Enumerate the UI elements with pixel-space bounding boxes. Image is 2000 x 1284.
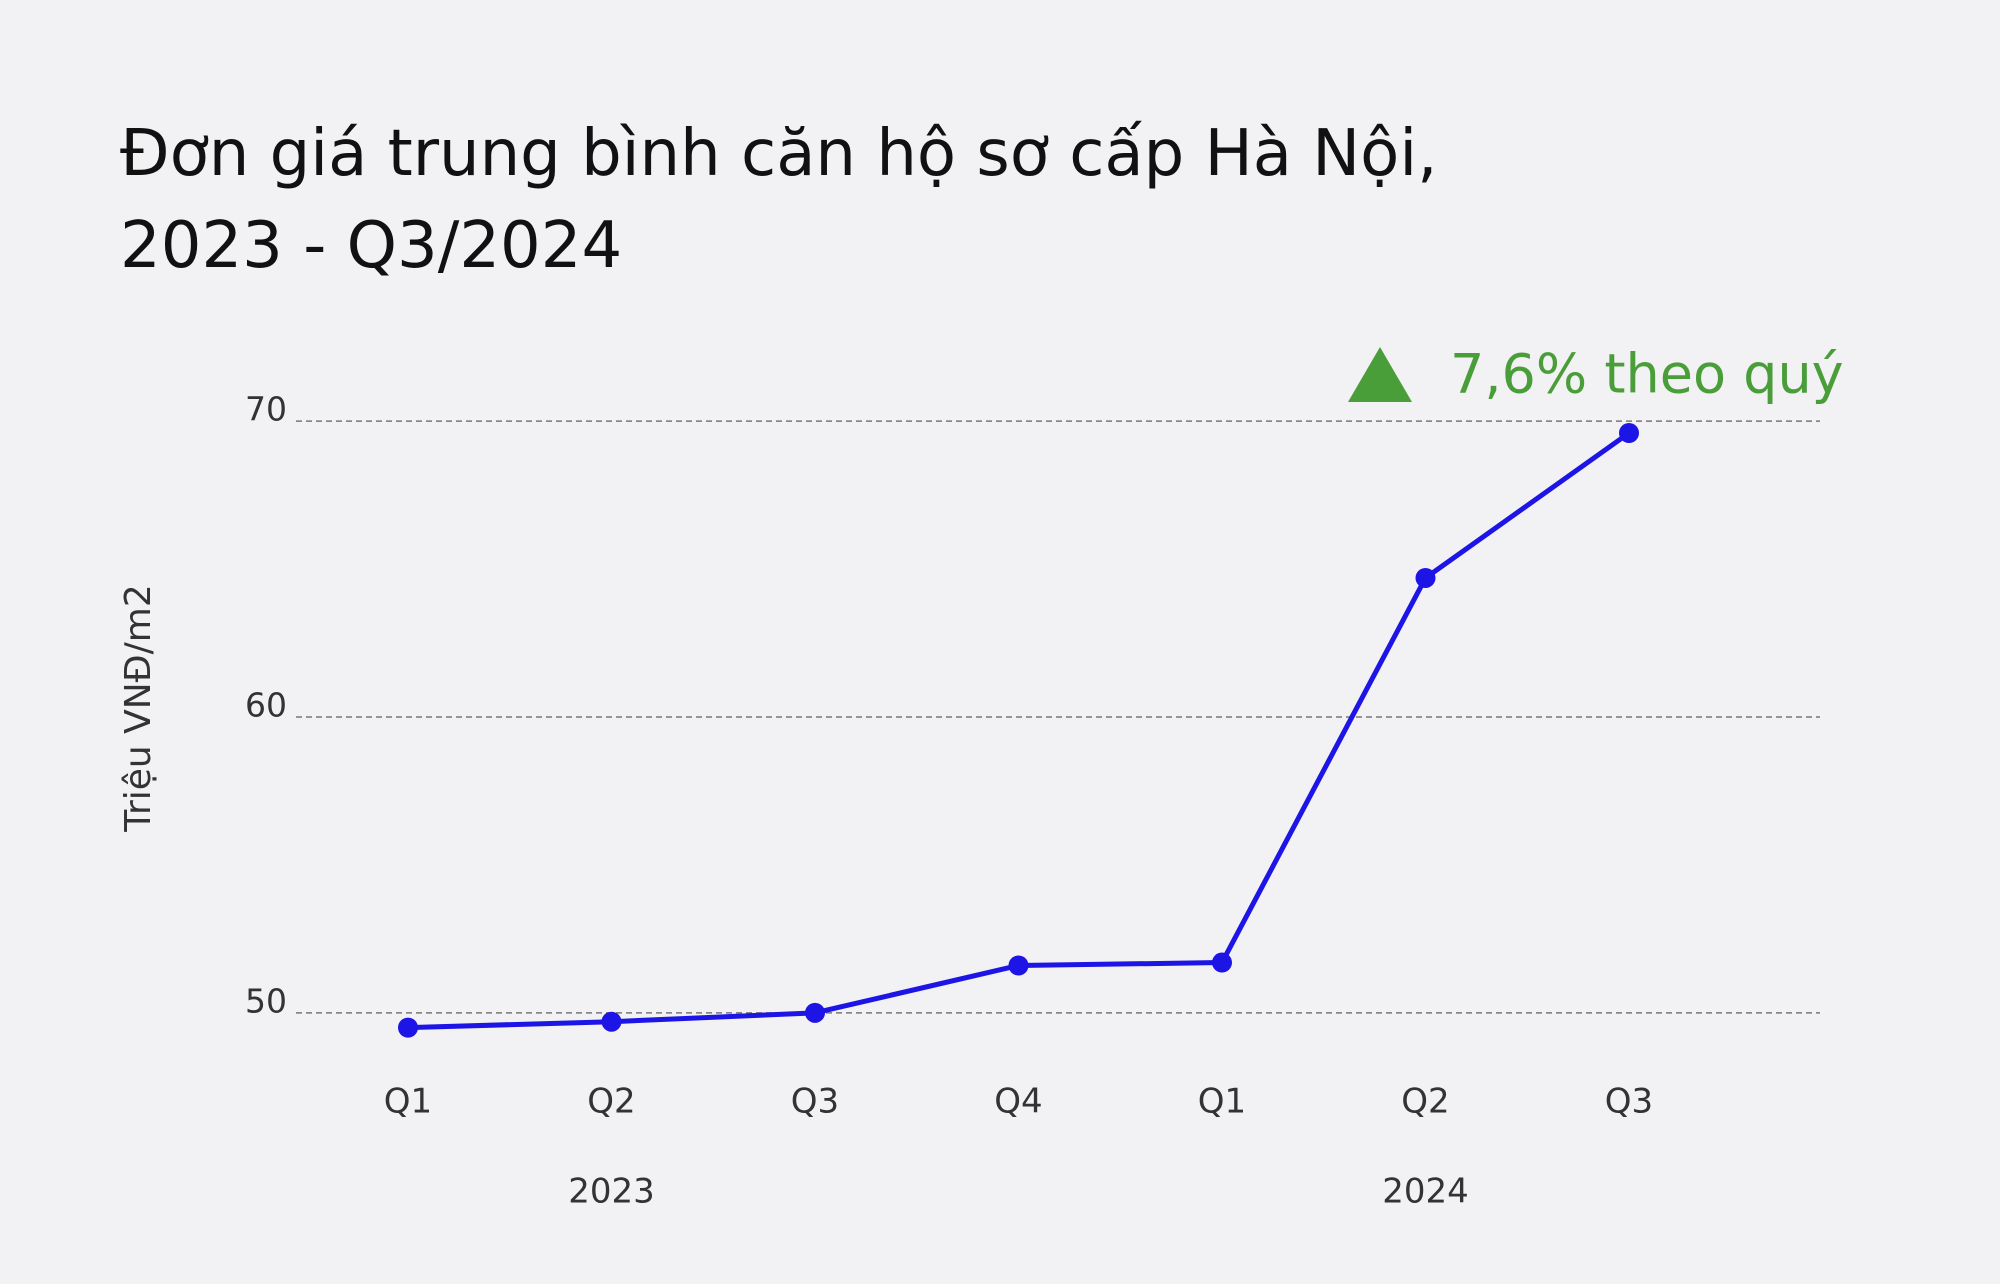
data-line [407, 430, 1631, 1031]
y-tick-label: 50 [245, 981, 287, 1020]
data-point [601, 1011, 622, 1032]
x-group-label: 2024 [1382, 1172, 1469, 1212]
data-point [1415, 567, 1436, 588]
chart-title: Đơn giá trung bình căn hộ sơ cấp Hà Nội,… [120, 117, 1438, 283]
x-tick-label: Q1 [1198, 1082, 1246, 1122]
data-point [1619, 423, 1639, 443]
x-tick-label: Q3 [1605, 1082, 1653, 1122]
x-tick-label: Q2 [587, 1082, 635, 1122]
x-tick-label: Q4 [994, 1082, 1042, 1122]
annotation-text: 7,6% theo quý [1450, 343, 1844, 406]
y-tick-label: 70 [245, 390, 287, 429]
data-point [1212, 952, 1232, 973]
x-tick-label: Q1 [384, 1082, 432, 1122]
data-point [805, 1002, 825, 1023]
annotation-arrow [1348, 347, 1412, 402]
y-axis-label: Triệu VNĐ/m2 [118, 584, 159, 832]
x-tick-label: Q2 [1401, 1082, 1449, 1122]
x-tick-label: Q3 [791, 1082, 839, 1122]
data-point [1008, 955, 1029, 976]
data-point [398, 1017, 418, 1038]
x-group-label: 2023 [568, 1172, 655, 1212]
y-tick-label: 60 [245, 686, 287, 725]
